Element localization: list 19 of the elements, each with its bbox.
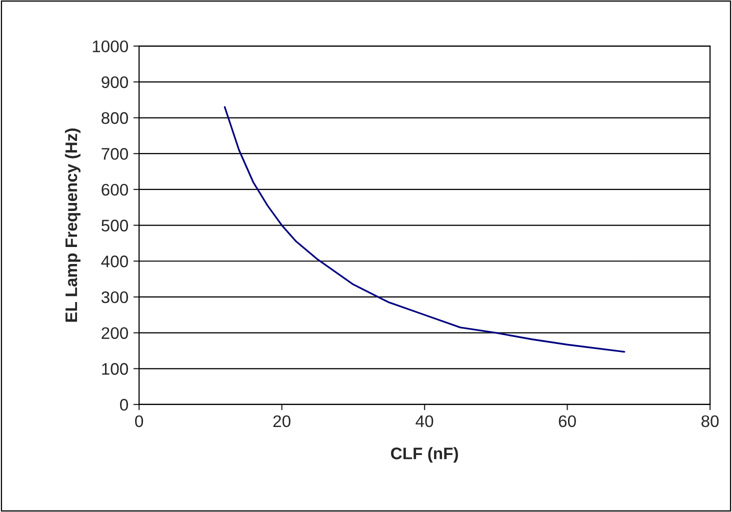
y-tick-label: 200 — [102, 327, 128, 340]
y-tick-label: 900 — [102, 76, 128, 88]
y-tick-label: 0 — [120, 398, 128, 411]
x-axis-title: CLF (nF) — [391, 447, 458, 463]
y-axis-title: EL Lamp Frequency (Hz) — [64, 128, 80, 322]
x-tick-label: 40 — [416, 415, 434, 428]
x-tick-label: 80 — [701, 415, 719, 428]
y-tick-label: 1000 — [92, 40, 128, 52]
y-tick-label: 600 — [102, 184, 128, 196]
x-tick-label: 60 — [558, 415, 576, 428]
y-tick-label: 400 — [101, 256, 128, 268]
y-tick-label: 700 — [102, 148, 128, 160]
y-tick-label: 800 — [102, 112, 128, 124]
y-tick-label: 300 — [101, 291, 128, 304]
x-tick-label: 20 — [273, 415, 290, 428]
line-series — [224, 106, 626, 353]
y-tick-label: 500 — [102, 220, 128, 232]
y-tick-label: 100 — [102, 363, 128, 375]
x-tick-label: 0 — [135, 415, 144, 428]
